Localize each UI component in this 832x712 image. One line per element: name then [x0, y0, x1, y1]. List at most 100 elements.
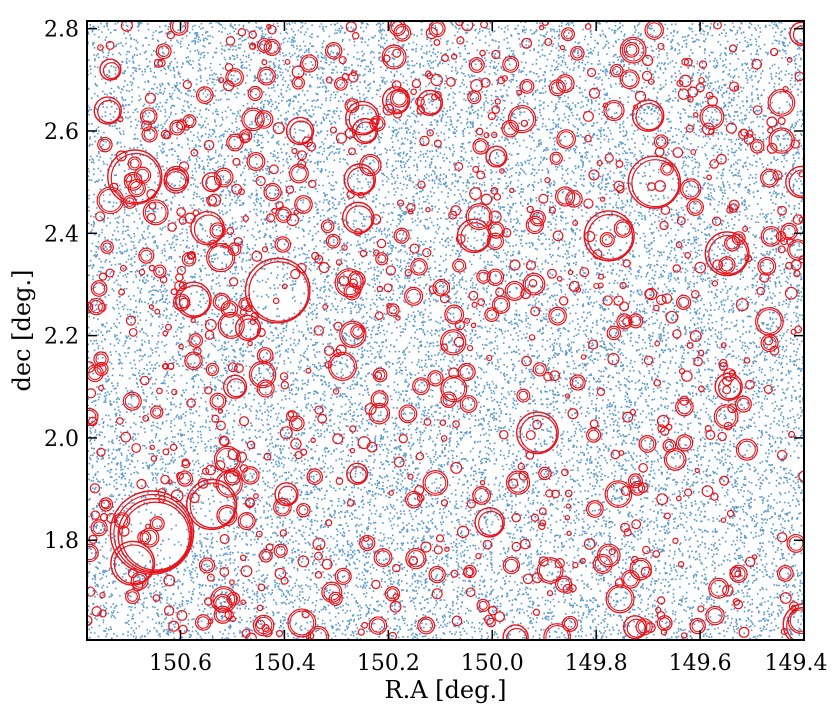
mask-circle-small	[605, 584, 635, 614]
mask-circle-small	[488, 210, 502, 224]
mask-circle-small-inner	[504, 558, 519, 573]
mask-circle-small	[456, 36, 465, 45]
mask-circle-small	[588, 339, 599, 350]
mask-circle-small	[629, 557, 652, 581]
mask-circle-small	[329, 126, 338, 134]
mask-circle-small	[333, 348, 342, 358]
mask-circle-small	[619, 69, 640, 90]
mask-circle-small-inner	[201, 559, 214, 572]
mask-circle-small	[416, 106, 426, 115]
mask-circle-small-inner	[240, 131, 251, 141]
mask-circle-small	[141, 126, 158, 143]
mask-circle-small-inner	[588, 429, 600, 441]
mask-circle-small-inner	[640, 437, 655, 451]
mask-circle-small	[368, 402, 391, 425]
mask-circle-small	[423, 418, 432, 426]
y-tick-label: 2.8	[44, 18, 79, 43]
mask-circle-small-inner	[215, 169, 232, 186]
mask-circle-small	[675, 397, 694, 417]
mask-circle-small	[728, 44, 738, 53]
mask-circle-small-inner	[309, 627, 327, 640]
mask-circle-small	[549, 370, 561, 382]
mask-circle-small-inner	[510, 107, 535, 132]
mask-circle-small	[318, 262, 330, 274]
mask-circle-small	[225, 68, 244, 87]
mask-circle-small	[137, 530, 152, 545]
mask-circle-small	[273, 543, 288, 558]
mask-circle-small-inner	[567, 192, 581, 206]
mask-circle-small	[280, 380, 290, 390]
mask-circle-small	[306, 468, 323, 485]
mask-circle-small-inner	[631, 559, 650, 579]
mask-circle-small	[203, 139, 215, 151]
mask-circle-small	[575, 286, 582, 293]
mask-circle-small	[97, 136, 113, 153]
mask-circle	[274, 482, 299, 507]
mask-circle-small	[171, 388, 178, 396]
mask-circle-small	[210, 586, 238, 613]
mask-circle-small	[794, 325, 803, 334]
mask-circle-small	[491, 295, 511, 314]
mask-circle-small	[547, 268, 557, 279]
mask-circle-small	[568, 584, 577, 593]
mask-circle-small	[286, 213, 300, 227]
mask-circle-small	[359, 249, 368, 258]
mask-circle-small	[519, 78, 535, 94]
mask-circle-small	[99, 592, 106, 599]
mask-circle-small	[420, 541, 432, 553]
mask-circle-small-inner	[132, 574, 147, 588]
mask-circle-small	[235, 451, 247, 463]
mask-circle-small	[621, 569, 641, 589]
mask-circle-small-inner	[646, 22, 662, 38]
mask-circle-small-inner	[540, 468, 550, 479]
mask-circle-small	[487, 605, 498, 616]
mask-circle-small	[441, 54, 449, 62]
mask-circle-small	[404, 268, 413, 277]
mask-circle-small-inner	[190, 335, 201, 346]
mask-circle-small	[476, 269, 491, 284]
mask-circle-small	[213, 445, 241, 473]
mask-circle-small	[279, 372, 289, 381]
mask-circle-small	[603, 99, 625, 122]
mask-circle-small-inner	[143, 128, 156, 141]
mask-circle-small-inner	[527, 217, 542, 233]
mask-circle-small	[125, 589, 140, 605]
mask-circle-small	[132, 580, 144, 592]
mask-circle-small	[349, 425, 357, 433]
mask-circle-inner	[788, 169, 804, 197]
mask-circle-small	[711, 216, 722, 227]
mask-circle-small	[776, 532, 788, 543]
mask-circle-small-inner	[478, 600, 488, 610]
mask-circle-inner	[626, 618, 646, 638]
mask-circle-small	[555, 575, 573, 593]
mask-circle-small	[672, 147, 684, 158]
mask-circle-small	[554, 558, 565, 569]
mask-circle-small	[493, 193, 502, 201]
mask-circle-small	[335, 259, 343, 266]
mask-circle-small	[388, 490, 395, 496]
mask-circle-small-inner	[291, 165, 307, 182]
mask-circle-small	[386, 302, 392, 309]
mask-circle-small	[694, 467, 700, 474]
mask-circle-inner	[792, 25, 804, 45]
mask-circle-small	[382, 103, 395, 116]
mask-circle-small	[128, 327, 138, 337]
mask-circle-small	[675, 495, 682, 502]
mask-circle-small	[240, 565, 253, 578]
mask-circle-small	[475, 127, 484, 136]
mask-circle-small	[220, 300, 239, 318]
mask-circle-small	[653, 304, 660, 312]
mask-circle-small-inner	[207, 364, 217, 375]
mask-circle-small	[167, 479, 173, 485]
mask-circle-small	[786, 237, 794, 246]
mask-circle-small	[184, 212, 196, 224]
mask-circle-small-inner	[621, 71, 638, 88]
mask-circle-small	[163, 168, 189, 194]
mask-circle-small-inner	[752, 141, 763, 152]
mask-circle-small	[122, 391, 142, 411]
mask-circle-small	[751, 554, 758, 560]
mask-circle-small	[597, 282, 604, 289]
mask-circle-small	[245, 632, 257, 640]
mask-circle-small	[769, 47, 779, 57]
mask-circle-small-inner	[289, 610, 315, 636]
